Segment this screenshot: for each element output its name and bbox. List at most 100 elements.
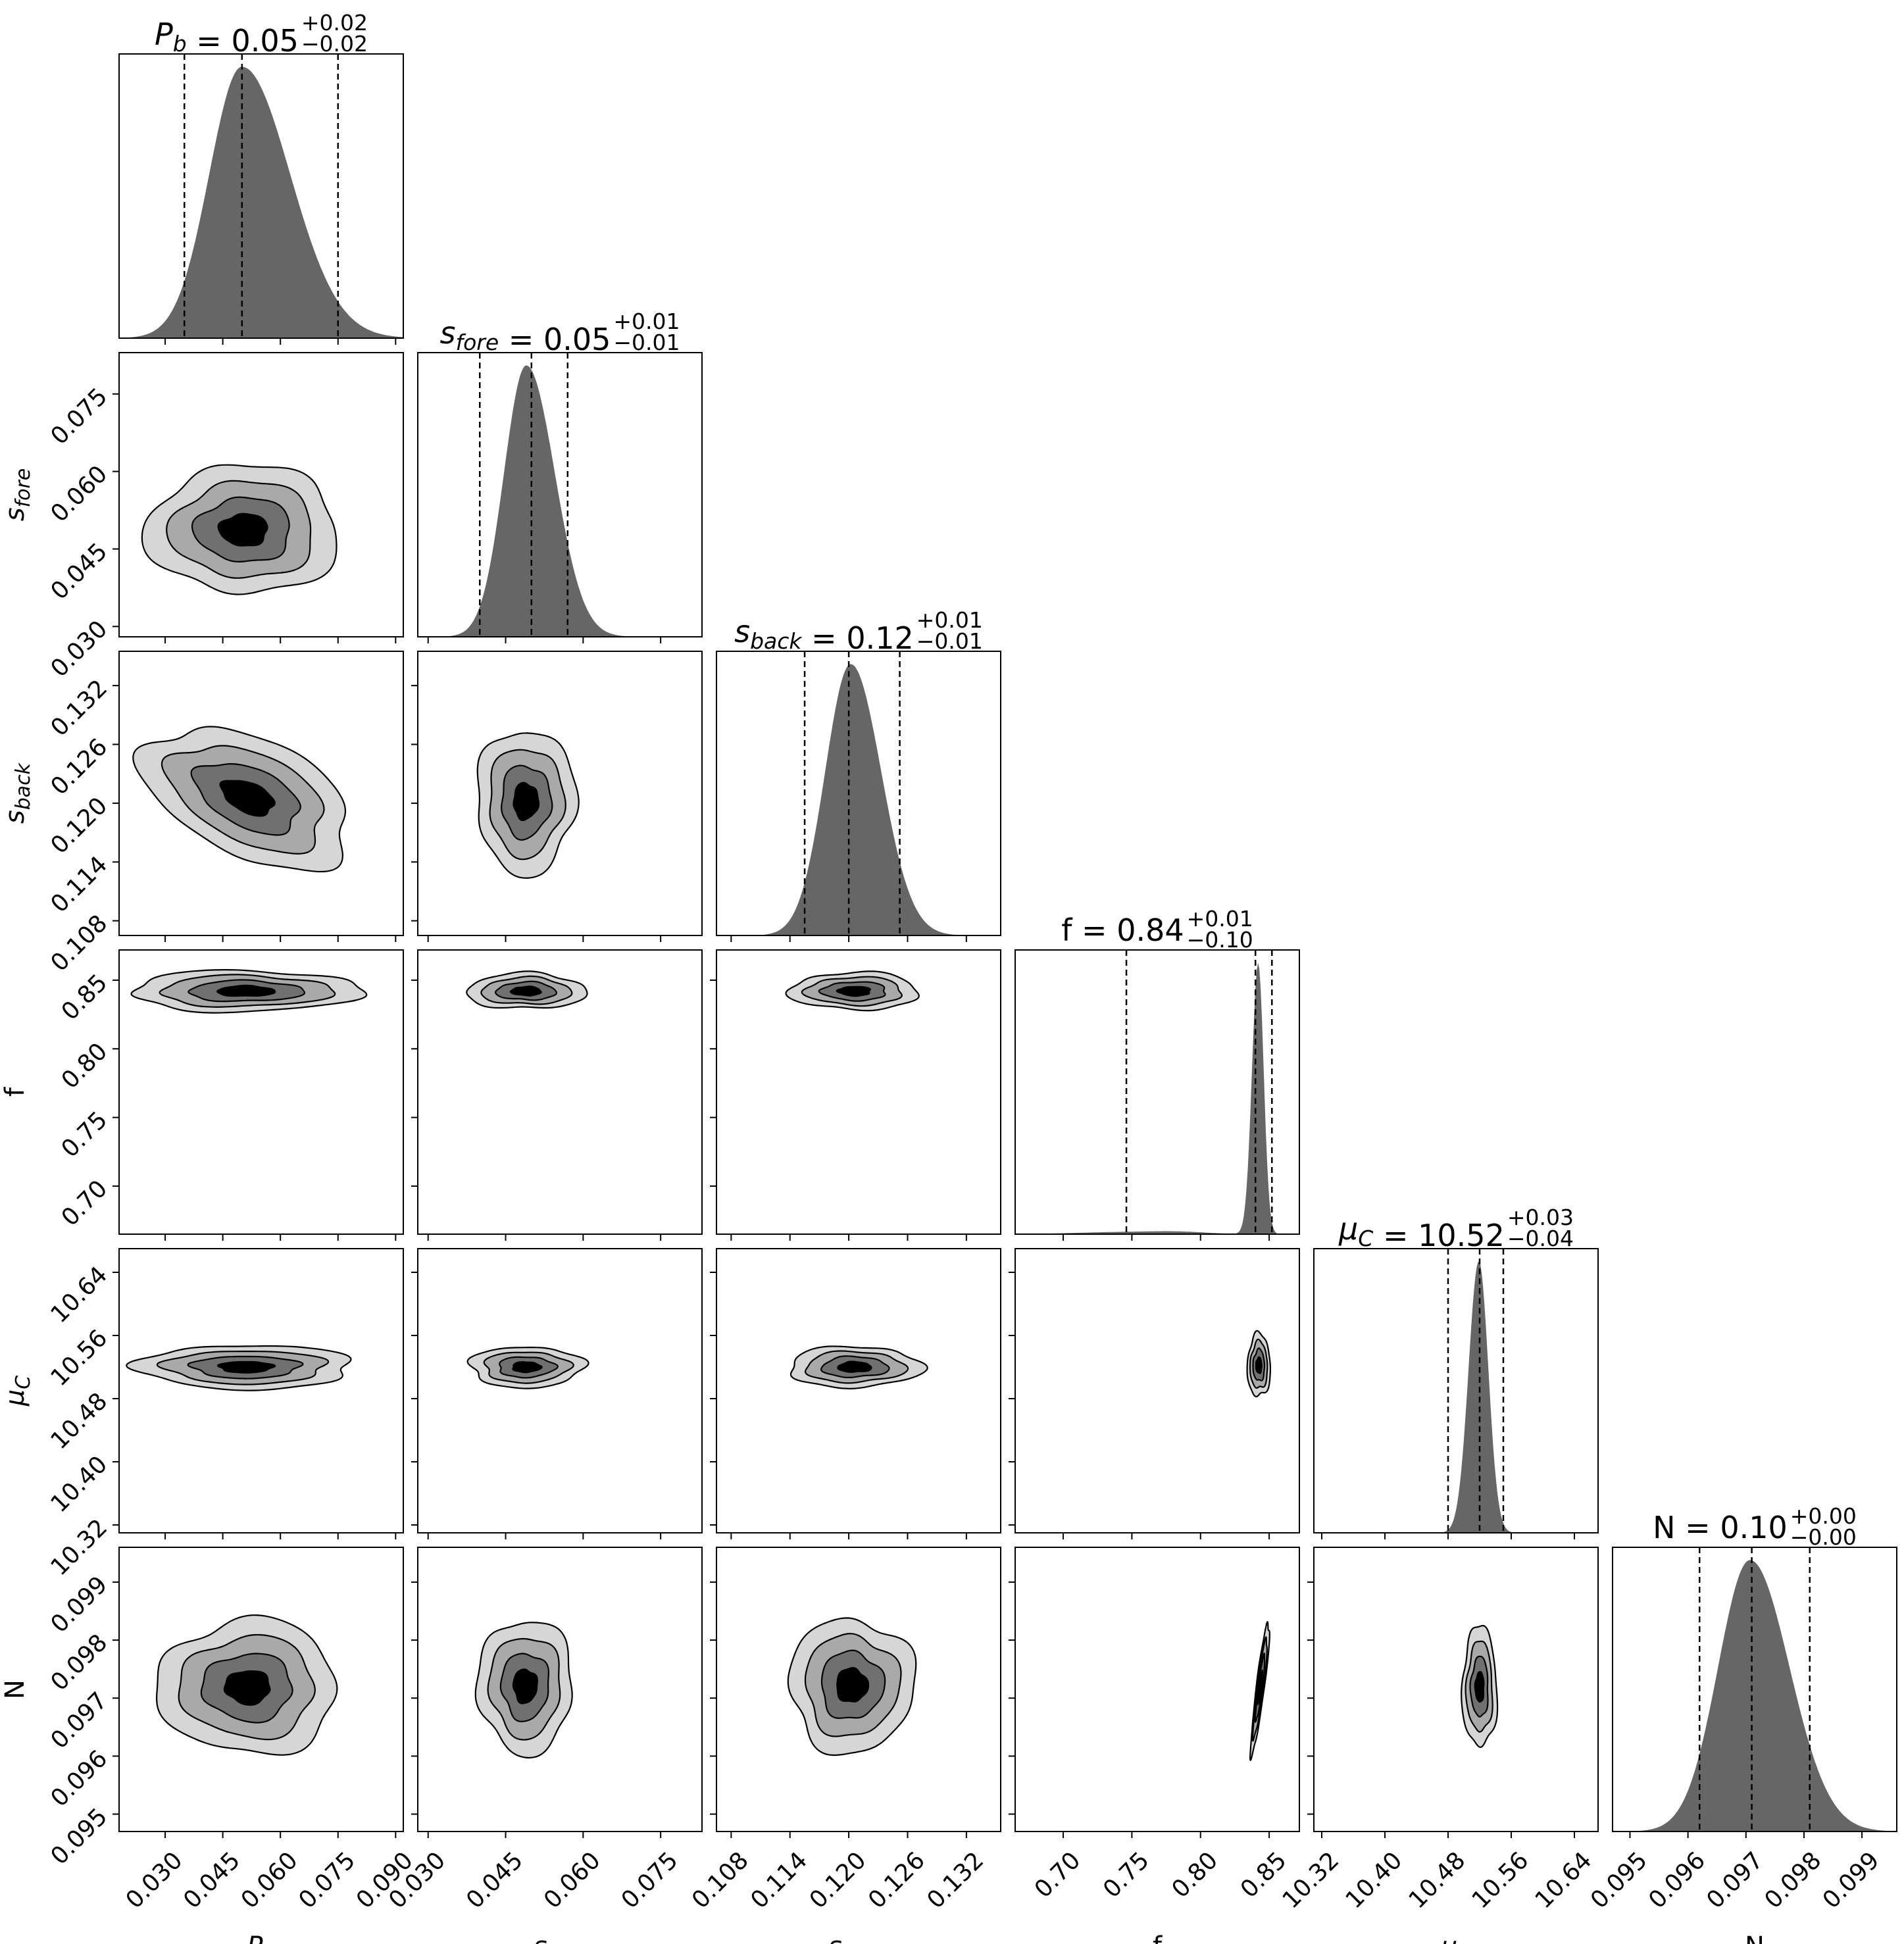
x-tick-label-f: 0.75 [1098, 1847, 1155, 1903]
y-tick-label-muC: 10.32 [45, 1514, 113, 1581]
title-value: 0.05 [231, 23, 298, 59]
contour-level-4 [509, 985, 542, 997]
x-axis-label-N: N [1745, 1932, 1765, 1944]
title-name: μ [1338, 1211, 1358, 1247]
panel-frame [716, 1248, 1001, 1533]
y-tick-label-muC: 10.56 [45, 1324, 113, 1391]
title-value: 0.05 [543, 322, 611, 357]
panel-frame [1612, 1547, 1897, 1832]
title-minus: −0.04 [1507, 1226, 1574, 1251]
contour-panel-sfore-N [417, 1547, 703, 1832]
y-tick-label-sback: 0.108 [45, 910, 113, 977]
x-tick-label-muC: 10.56 [1467, 1847, 1534, 1914]
hist-panel-Pb: Pb = 0.05+0.02−0.02 [118, 10, 404, 339]
panel-frame [1015, 949, 1300, 1235]
hist-N [1613, 1560, 1897, 1832]
hist-panel-f: f = 0.84 +0.01−0.10 [1015, 906, 1300, 1235]
x-tick-label-sback: 0.120 [805, 1847, 872, 1914]
contour-level-4 [217, 512, 268, 547]
ticks-1-5 [411, 1581, 662, 1838]
contour-level-4 [223, 1670, 271, 1706]
panel-frame [1313, 1248, 1599, 1533]
hist-sback [716, 664, 1001, 935]
ticks-1-4 [411, 1272, 662, 1539]
hist-f [1015, 962, 1299, 1234]
title-value: 0.12 [846, 620, 913, 656]
panel-frame [417, 1547, 703, 1832]
y-tick-label-N: 0.095 [45, 1803, 113, 1870]
y-tick-label-N: 0.099 [45, 1571, 113, 1638]
title-minus: −0.10 [1187, 927, 1253, 953]
title-eq: = [802, 620, 847, 656]
x-tick-label-sfore: 0.045 [461, 1847, 528, 1914]
hist-panel-muC: μC = 10.52+0.03−0.04 [1313, 1205, 1599, 1533]
ticks-2-2 [730, 935, 967, 942]
contour-panel-sfore-sback [417, 651, 703, 936]
x-tick-label-sback: 0.132 [922, 1847, 989, 1914]
y-tick-label-f: 0.70 [57, 1175, 113, 1232]
contour-level-4 [1255, 1356, 1263, 1374]
title-name-sub: back [750, 628, 803, 654]
title-eq: = [1373, 1218, 1418, 1253]
ticks-0-1 [113, 393, 397, 643]
title-sfore: sfore = 0.05 [439, 315, 611, 357]
panel-frame [417, 352, 703, 637]
ticks-4-4 [1321, 1533, 1575, 1539]
x-axis-label-muC: μC [1440, 1932, 1471, 1944]
panel-frame [716, 1547, 1001, 1832]
contour-level-4 [836, 985, 871, 997]
contour-level-4 [512, 1361, 543, 1374]
y-tick-label-sback: 0.114 [45, 851, 113, 918]
ticks-4-5 [1307, 1581, 1575, 1838]
title-value: 10.52 [1418, 1218, 1505, 1253]
hist-panel-N: N = 0.10 +0.00−0.00 [1612, 1503, 1897, 1832]
x-tick-label-Pb: 0.060 [236, 1847, 303, 1914]
contour-panel-sback-muC [716, 1248, 1001, 1533]
y-tick-label-sfore: 0.030 [45, 616, 113, 683]
x-tick-label-N: 0.097 [1701, 1847, 1768, 1914]
hist-sfore [418, 365, 702, 637]
title-name-sub: fore [455, 330, 499, 355]
title-value: 0.10 [1720, 1510, 1787, 1545]
contour-panel-sfore-muC [417, 1248, 703, 1533]
title-name: s [439, 315, 455, 351]
contour-level-4 [837, 1360, 872, 1373]
y-tick-label-N: 0.096 [45, 1745, 113, 1812]
panel-frame [118, 949, 404, 1235]
panel-frame [417, 1248, 703, 1533]
y-axis-label-muC: μC [0, 1376, 35, 1407]
contour-panel-muC-N [1313, 1547, 1599, 1832]
y-tick-label-muC: 10.64 [45, 1261, 113, 1328]
ticks-0-3 [113, 979, 397, 1241]
x-tick-label-Pb: 0.030 [121, 1847, 188, 1914]
panel-frame [417, 949, 703, 1235]
y-tick-label-N: 0.098 [45, 1629, 113, 1696]
contour-level-4 [512, 1668, 538, 1705]
y-tick-label-f: 0.80 [57, 1038, 113, 1095]
ticks-0-0 [164, 338, 397, 345]
y-tick-label-sback: 0.132 [45, 675, 113, 742]
x-tick-label-sfore: 0.075 [616, 1847, 684, 1914]
x-tick-label-N: 0.099 [1818, 1847, 1885, 1914]
x-tick-label-sback: 0.114 [745, 1847, 813, 1914]
title-minus: −0.00 [1790, 1524, 1857, 1550]
y-tick-label-sfore: 0.075 [45, 383, 113, 450]
y-axis-label-sfore: sfore [0, 468, 35, 522]
panel-frame [118, 1248, 404, 1533]
hist-panel-sfore: sfore = 0.05+0.01−0.01 [417, 309, 703, 637]
panel-frame [716, 949, 1001, 1235]
y-axis-label-N: N [0, 1680, 30, 1699]
y-tick-label-muC: 10.48 [45, 1387, 113, 1455]
ticks-5-5 [1629, 1832, 1863, 1838]
x-tick-label-muC: 10.48 [1404, 1847, 1471, 1914]
x-axis-label-f: f [1153, 1932, 1163, 1944]
title-eq: = [499, 322, 543, 357]
x-tick-label-muC: 10.32 [1278, 1847, 1345, 1914]
title-minus: −0.01 [916, 628, 983, 654]
x-axis-label-sback: sback [828, 1932, 890, 1944]
x-axis-label-Pb: Pb [247, 1932, 275, 1944]
hist-panel-sback: sback = 0.12+0.01−0.01 [716, 607, 1001, 936]
x-tick-label-muC: 10.40 [1341, 1847, 1408, 1914]
y-axis-label-f: f [0, 1087, 30, 1097]
ticks-1-2 [411, 685, 662, 942]
